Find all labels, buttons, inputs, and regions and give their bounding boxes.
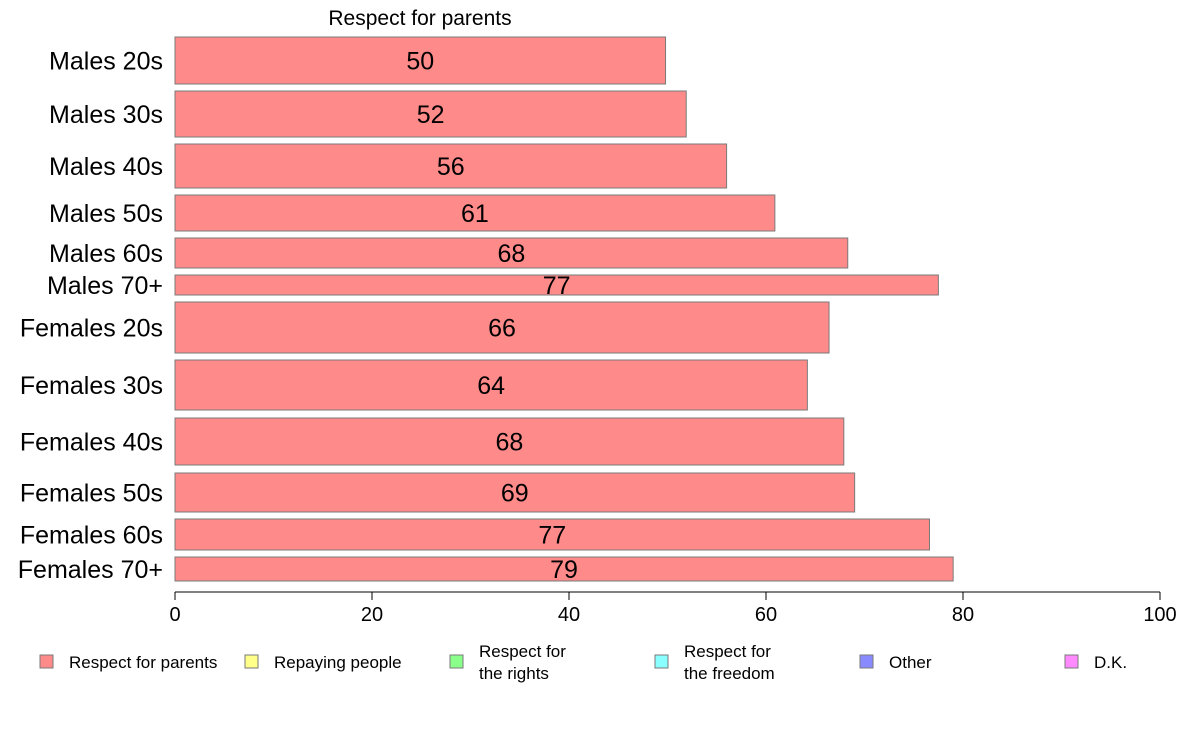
data-label: 79 <box>550 556 578 584</box>
bar <box>174 472 856 513</box>
bar <box>174 194 776 232</box>
bar <box>174 143 728 189</box>
legend: Respect for parents Repaying people Respec… <box>39 642 1127 683</box>
category-label: Females 70+ <box>18 556 163 584</box>
data-label: 50 <box>406 48 434 76</box>
legend-swatch <box>244 654 259 669</box>
data-label: 66 <box>488 315 516 343</box>
legend-swatch <box>1064 654 1079 669</box>
legend-swatch <box>449 654 464 669</box>
legend-label: the rights <box>479 664 549 683</box>
legend-label: Respect for <box>479 642 566 661</box>
x-axis: 0 20 40 60 80 100 <box>169 591 1177 626</box>
x-tick-label: 80 <box>952 604 974 626</box>
data-label: 68 <box>496 429 524 457</box>
legend-swatch <box>859 654 874 669</box>
category-label: Females 20s <box>20 315 163 343</box>
bar <box>174 417 845 466</box>
x-tick-label: 100 <box>1143 604 1176 626</box>
category-label: Males 30s <box>49 101 163 129</box>
category-label: Males 60s <box>49 240 163 268</box>
bar <box>174 237 849 269</box>
category-label: Females 40s <box>20 429 163 457</box>
legend-label: Respect for parents <box>69 653 217 672</box>
category-label: Males 20s <box>49 48 163 76</box>
legend-label: D.K. <box>1094 653 1127 672</box>
data-label: 56 <box>437 153 465 181</box>
category-label: Females 50s <box>20 480 163 508</box>
category-label: Females 30s <box>20 372 163 400</box>
legend-label: Respect for <box>684 642 771 661</box>
bar <box>174 359 808 411</box>
data-label: 77 <box>543 272 571 300</box>
bar <box>174 90 687 138</box>
bar <box>174 301 830 354</box>
bar <box>174 274 939 296</box>
bars-group: Males 20s 50 Males 30s 52 Males 40s 56 Males 5… <box>18 36 954 584</box>
category-label: Females 60s <box>20 522 163 550</box>
x-tick-label: 40 <box>558 604 580 626</box>
bar <box>174 36 667 85</box>
category-label: Males 50s <box>49 200 163 228</box>
x-tick-label: 20 <box>361 604 383 626</box>
chart-title: Respect for parents <box>328 7 511 30</box>
category-label: Males 40s <box>49 153 163 181</box>
data-label: 64 <box>477 372 505 400</box>
category-label: Males 70+ <box>47 272 163 300</box>
bar <box>174 556 954 582</box>
bar <box>174 518 931 551</box>
x-tick-label: 60 <box>755 604 777 626</box>
legend-swatch <box>654 654 669 669</box>
legend-label: Repaying people <box>274 653 402 672</box>
data-label: 61 <box>461 200 489 228</box>
data-label: 68 <box>497 240 525 268</box>
data-label: 52 <box>417 101 445 129</box>
legend-label: Other <box>889 653 932 672</box>
legend-swatch <box>39 654 54 669</box>
x-tick-label: 0 <box>169 604 180 626</box>
data-label: 77 <box>538 522 566 550</box>
data-label: 69 <box>501 480 529 508</box>
legend-label: the freedom <box>684 664 775 683</box>
